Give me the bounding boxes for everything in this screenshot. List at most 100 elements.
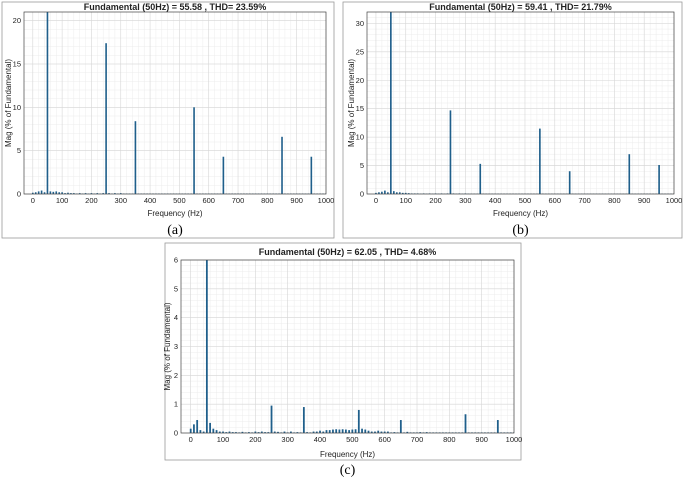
bar-110hz [407, 193, 410, 194]
y-tick-label: 15 [13, 60, 21, 69]
bar-470hz [341, 429, 344, 433]
bar-220hz [96, 193, 99, 194]
y-tick-label: 10 [356, 133, 364, 142]
x-tick-label: 700 [411, 435, 424, 444]
bar-710hz [419, 432, 422, 433]
x-tick-label: 700 [232, 196, 245, 205]
panel-label: (a) [167, 223, 183, 238]
bar-580hz [377, 430, 380, 433]
y-tick-label: 5 [17, 146, 21, 155]
bar-0hz [189, 428, 192, 433]
bar-570hz [374, 431, 376, 433]
x-tick-label: 800 [443, 435, 456, 444]
bar-30hz [384, 190, 386, 194]
bar-670hz [406, 431, 409, 433]
chart-title: Fundamental (50Hz) = 59.41 , THD= 21.79% [429, 2, 612, 12]
x-tick-label: 500 [173, 196, 186, 205]
y-tick-label: 1 [174, 400, 178, 409]
bar-10hz [34, 192, 37, 194]
bar-30hz [40, 190, 43, 194]
bar-550hz [193, 107, 195, 194]
bar-590hz [380, 431, 383, 433]
panel-label: (c) [340, 463, 356, 478]
bar-560hz [370, 431, 373, 433]
x-tick-label: 800 [261, 196, 274, 205]
x-tick-label: 500 [346, 435, 359, 444]
y-tick-label: 20 [356, 76, 364, 85]
bar-120hz [67, 192, 69, 194]
chart-panel-2: 0 100 200 300 400 500 600 700 800 900 1000 0 5 10 15 20… [342, 1, 683, 239]
plot-area [24, 12, 326, 194]
bar-550hz [367, 430, 370, 433]
bar-440hz [332, 429, 334, 433]
bar-380hz [312, 431, 315, 433]
y-axis-label: Mag (% of Fundamental) [163, 302, 172, 390]
y-tick-label: 30 [356, 19, 364, 28]
x-tick-label: 0 [189, 435, 193, 444]
x-tick-label: 700 [578, 196, 591, 205]
x-tick-label: 100 [217, 435, 230, 444]
x-tick-label: 800 [608, 196, 621, 205]
bar-0hz [375, 192, 377, 194]
y-tick-label: 0 [360, 190, 364, 199]
chart-panel-3: 0 100 200 300 400 500 600 700 800 900 1000 0 1 2 3 4 5 6 F… [163, 242, 522, 461]
bar-490hz [348, 430, 351, 433]
bar-650hz [399, 420, 402, 433]
bar-20hz [381, 191, 383, 194]
x-tick-label: 300 [114, 196, 127, 205]
bar-550hz [539, 128, 541, 194]
x-tick-label: 400 [314, 435, 327, 444]
bar-850hz [464, 414, 467, 433]
chart-title: Fundamental (50Hz) = 62.05 , THD= 4.68% [259, 247, 437, 257]
x-tick-label: 100 [399, 196, 412, 205]
bar-600hz [383, 431, 386, 433]
bar-210hz [257, 432, 260, 433]
bar-850hz [628, 154, 631, 194]
chart-panel-1: 0 100 200 300 400 500 600 700 800 900 1000 0 5 10 15 20… [1, 1, 335, 239]
bar-250hz [105, 43, 107, 194]
axes-box [180, 259, 515, 434]
y-tick-label: 5 [360, 161, 364, 170]
bar-140hz [73, 193, 75, 194]
bar-460hz [338, 429, 341, 433]
y-tick-label: 3 [174, 342, 178, 351]
bar-350hz [134, 121, 137, 194]
x-tick-label: 100 [56, 196, 69, 205]
bar-290hz [283, 431, 286, 433]
x-tick-label: 1000 [666, 196, 683, 205]
bar-40hz [202, 431, 205, 433]
bar-80hz [55, 191, 58, 194]
bar-630hz [393, 432, 396, 433]
bar-10hz [193, 424, 195, 433]
x-axis-label: Frequency (Hz) [147, 209, 202, 218]
bar-850hz [281, 136, 283, 194]
bar-60hz [209, 422, 211, 433]
bar-30hz [199, 430, 202, 433]
bar-110hz [64, 193, 66, 194]
bar-230hz [264, 432, 266, 433]
x-tick-label: 0 [374, 196, 378, 205]
bar-200hz [90, 193, 93, 194]
bar-120hz [228, 431, 231, 433]
bar-240hz [267, 432, 270, 433]
bar-610hz [387, 431, 389, 433]
x-tick-label: 300 [281, 435, 294, 444]
bar-270hz [277, 431, 279, 433]
bar-80hz [398, 192, 401, 194]
bar-530hz [361, 428, 363, 433]
bar-80hz [215, 430, 218, 433]
chart-title: Fundamental (50Hz) = 55.58 , THD= 23.59% [84, 2, 267, 12]
x-tick-label: 400 [489, 196, 502, 205]
bar-520hz [357, 409, 360, 433]
bar-240hz [102, 193, 104, 194]
bar-650hz [568, 171, 571, 194]
y-tick-label: 5 [174, 284, 178, 293]
bar-260hz [108, 193, 110, 194]
x-tick-label: 500 [519, 196, 532, 205]
bar-50hz [205, 260, 208, 433]
bar-420hz [325, 430, 328, 433]
bar-950hz [496, 420, 499, 433]
bar-480hz [344, 429, 347, 433]
axes-box [366, 11, 675, 195]
